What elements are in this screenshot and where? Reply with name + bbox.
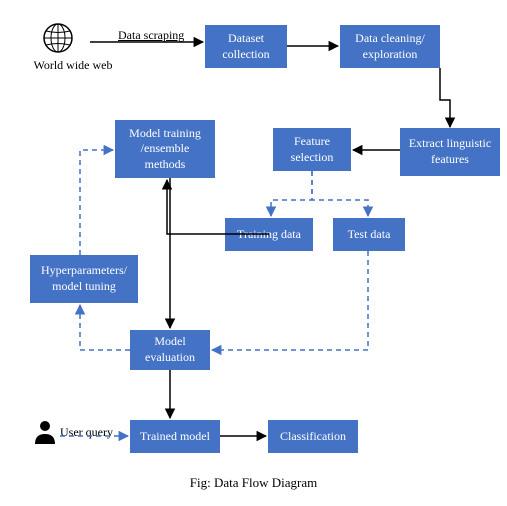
node-training-data: Training data: [225, 218, 313, 251]
figure-caption: Fig: Data Flow Diagram: [0, 475, 507, 491]
node-dataset-collection: Dataset collection: [205, 25, 287, 68]
node-trained-model: Trained model: [130, 420, 220, 453]
node-classification: Classification: [268, 420, 358, 453]
node-model-evaluation: Model evaluation: [130, 330, 210, 370]
node-feature-selection: Feature selection: [273, 128, 351, 171]
label-user-query: User query: [60, 425, 113, 440]
node-test-data: Test data: [333, 218, 405, 251]
node-extract-linguistic: Extract linguistic features: [400, 128, 500, 176]
node-data-cleaning: Data cleaning/ exploration: [340, 25, 440, 68]
node-hyperparameters: Hyperparameters/ model tuning: [30, 255, 138, 303]
label-www: World wide web: [28, 58, 118, 73]
globe-icon: [42, 22, 74, 54]
label-data-scraping: Data scraping: [118, 28, 184, 43]
user-icon: [33, 419, 57, 445]
node-model-training: Model training /ensemble methods: [115, 120, 215, 178]
